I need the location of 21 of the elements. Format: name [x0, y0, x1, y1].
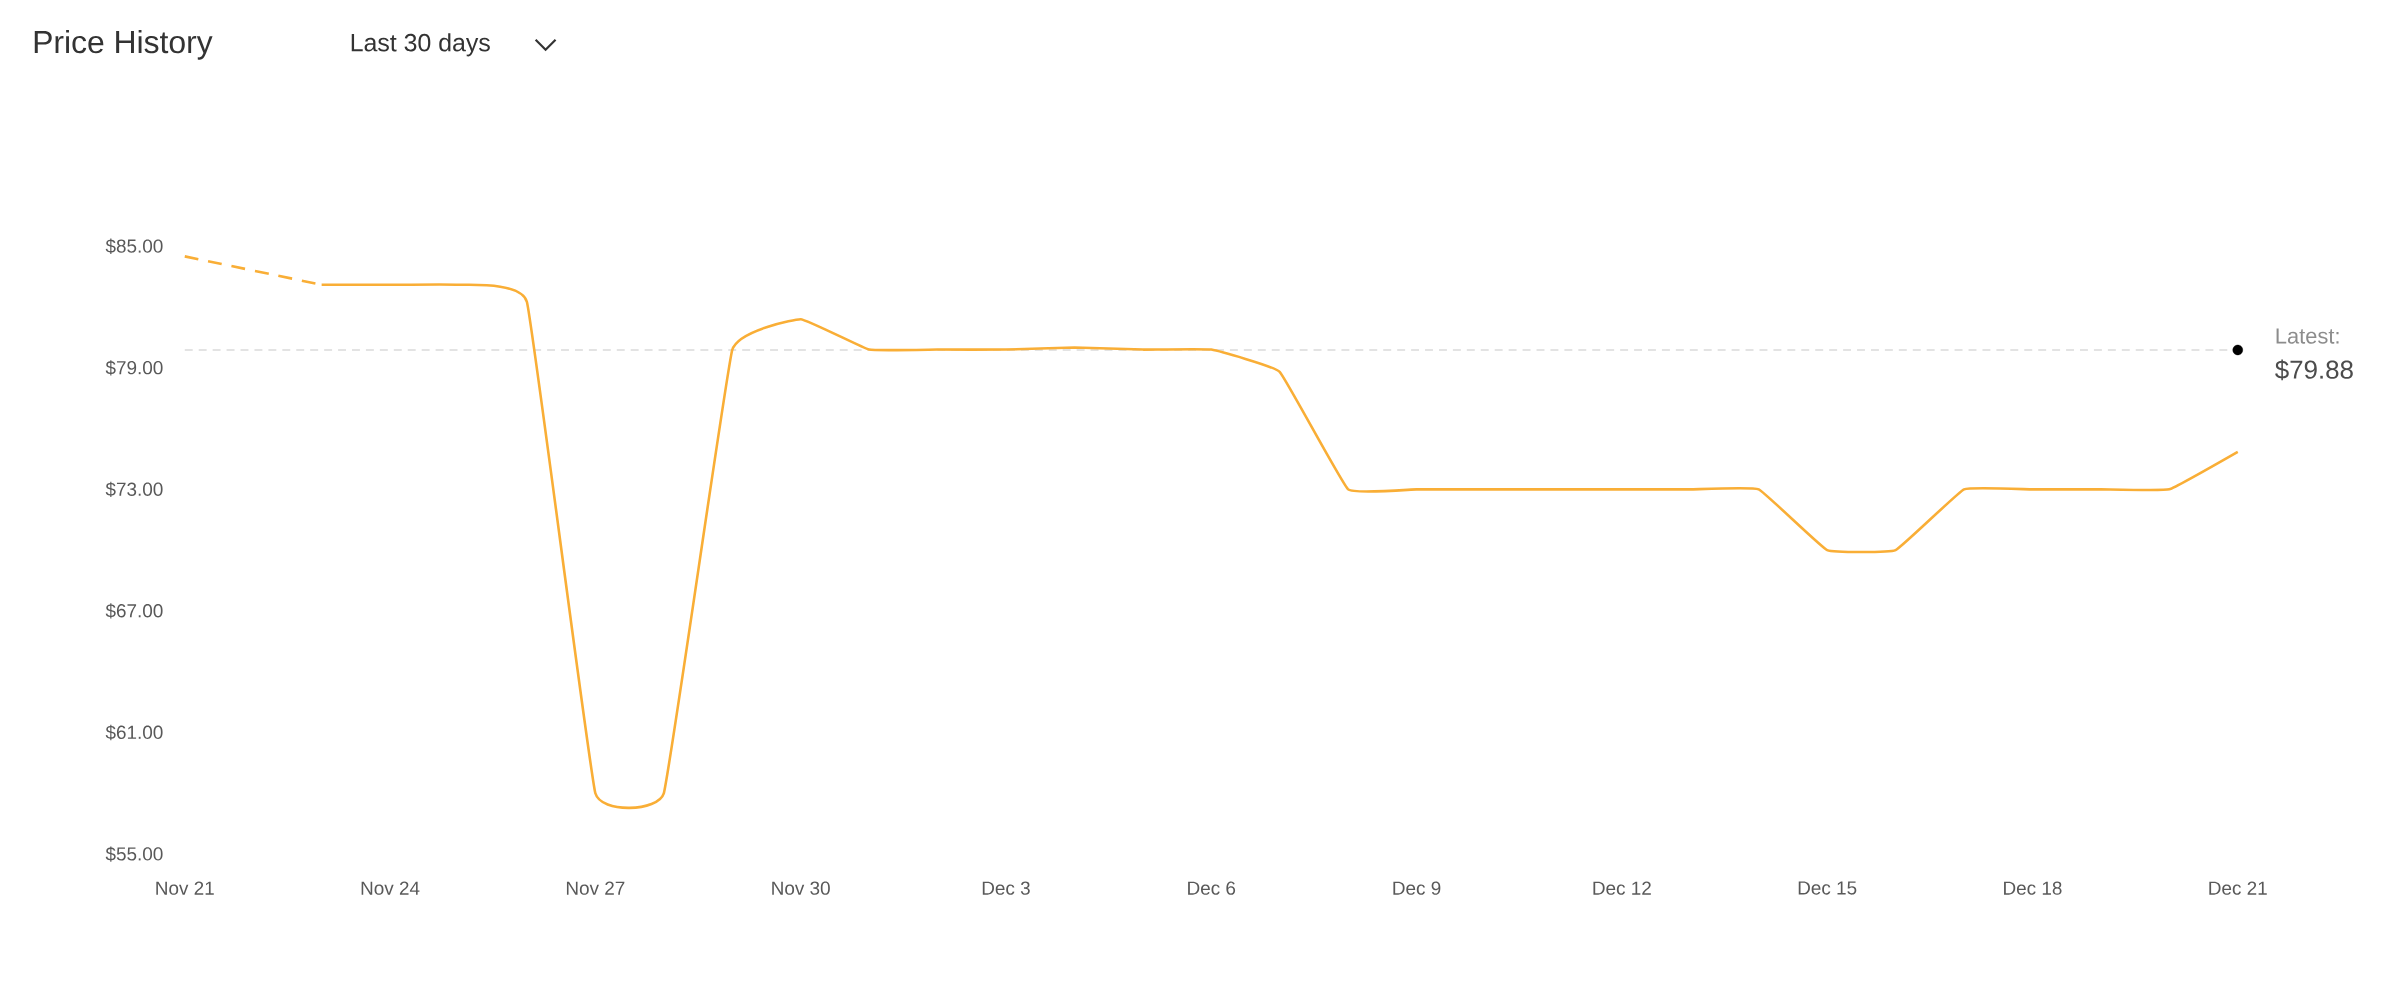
x-tick-label: Nov 21 — [156, 881, 214, 895]
chart-title: Price History — [34, 29, 213, 60]
x-tick-label: Dec 15 — [1798, 881, 1857, 895]
y-tick-label: $67.00 — [105, 603, 163, 619]
x-tick-label: Dec 3 — [982, 881, 1030, 895]
x-tick-label: Dec 12 — [1593, 881, 1651, 895]
x-tick-label: Nov 24 — [361, 881, 420, 895]
y-tick-label: $85.00 — [105, 238, 163, 254]
x-tick-label: Dec 21 — [2209, 881, 2267, 895]
y-tick-label: $73.00 — [105, 481, 163, 497]
annotation: Latest: — [2276, 328, 2339, 344]
chart-subtitle: Last 30 days — [351, 32, 490, 57]
x-tick-label: Nov 27 — [566, 881, 625, 895]
y-tick-label: $79.00 — [105, 359, 163, 376]
x-tick-label: Nov 30 — [772, 881, 830, 895]
x-tick-label: Dec 6 — [1188, 881, 1236, 895]
y-tick-label: $61.00 — [105, 724, 163, 740]
annotation: $79.88 — [2275, 359, 2353, 381]
x-tick-label: Dec 9 — [1393, 881, 1441, 895]
x-tick-label: Dec 18 — [2004, 881, 2062, 895]
y-tick-label: $55.00 — [105, 846, 163, 862]
